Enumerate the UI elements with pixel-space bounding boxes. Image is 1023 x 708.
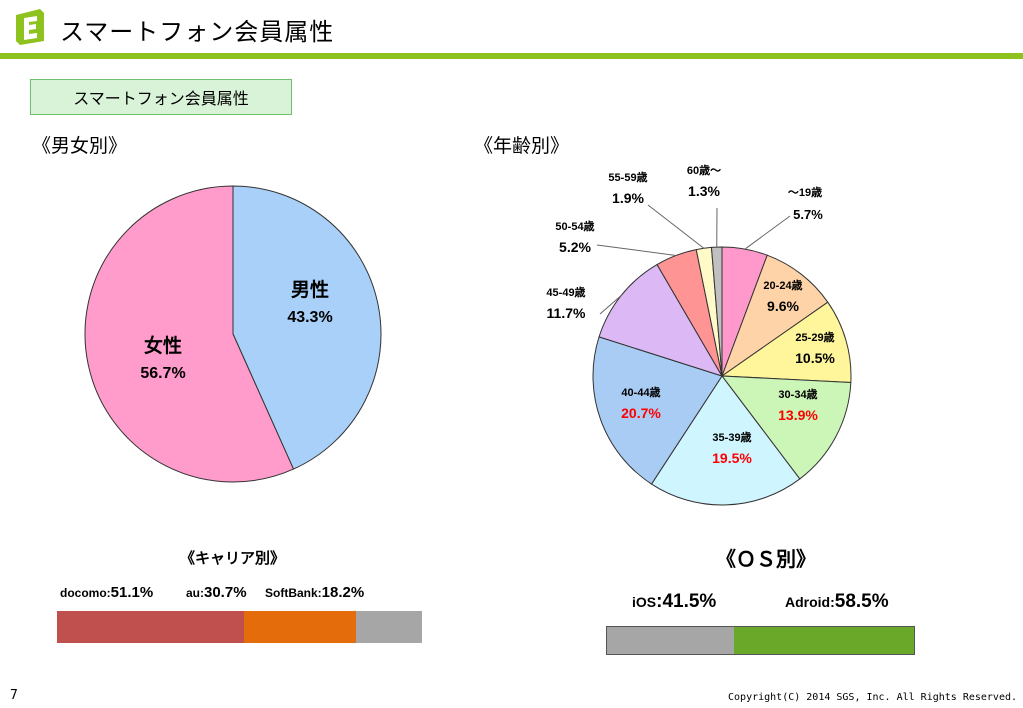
os-chart-title: 《ＯＳ別》 xyxy=(716,547,816,571)
slice-value: 10.5% xyxy=(795,350,835,366)
carrier-value: 18.2% xyxy=(321,584,365,601)
carrier-name: SoftBank: xyxy=(265,586,322,600)
header-divider xyxy=(0,53,1023,59)
slice-value: 56.7% xyxy=(140,365,185,382)
bar-segment xyxy=(607,627,735,654)
age-chart-title: 《年齢別》 xyxy=(474,135,570,157)
page-number: 7 xyxy=(10,688,18,703)
bar-segment xyxy=(355,611,422,643)
carrier-stacked-bar xyxy=(57,611,422,643)
carrier-softbank-stat: SoftBank:18.2% xyxy=(265,584,364,602)
os-ios-stat: iOS:41.5% xyxy=(632,591,716,613)
slice-value: 9.6% xyxy=(767,298,799,314)
pie-slice xyxy=(598,263,724,377)
pie-slice xyxy=(720,375,852,480)
bar-segment xyxy=(734,627,914,654)
slice-value: 11.7% xyxy=(547,305,586,321)
os-name: Adroid: xyxy=(785,594,835,610)
carrier-chart-title: 《キャリア別》 xyxy=(180,549,286,567)
slice-label: 45-49歳 xyxy=(546,285,585,299)
slice-value: 5.7% xyxy=(793,207,823,222)
carrier-name: docomo: xyxy=(60,586,111,600)
slice-label: 男性 xyxy=(291,278,329,301)
carrier-docomo-stat: docomo:51.1% xyxy=(60,584,153,602)
slice-label: 55-59歳 xyxy=(608,170,647,184)
slice-label: 35-39歳 xyxy=(712,430,751,444)
slice-value: 19.5% xyxy=(712,450,752,466)
carrier-value: 30.7% xyxy=(204,584,247,601)
company-logo xyxy=(16,9,44,45)
pie-slice xyxy=(592,336,723,485)
slice-label: 女性 xyxy=(144,334,182,357)
gender-chart-title: 《男女別》 xyxy=(32,135,128,157)
slice-value: 20.7% xyxy=(621,405,661,421)
os-stacked-bar xyxy=(606,626,915,655)
carrier-name: au: xyxy=(186,586,204,600)
slice-label: 60歳～ xyxy=(687,163,721,177)
page-title: スマートフォン会員属性 xyxy=(60,18,335,46)
leader-line xyxy=(599,294,622,315)
os-value: 58.5% xyxy=(834,591,889,612)
slice-value: 13.9% xyxy=(778,407,818,423)
pie-slice xyxy=(84,185,295,483)
section-label: スマートフォン会員属性 xyxy=(30,79,292,115)
pie-slice xyxy=(720,301,852,384)
os-value: :41.5% xyxy=(656,591,717,612)
slice-label: 40-44歳 xyxy=(621,385,660,399)
slice-value: 1.3% xyxy=(688,183,720,199)
leader-line xyxy=(596,244,677,256)
slice-label: 20-24歳 xyxy=(763,278,802,292)
pie-slice xyxy=(650,375,801,506)
os-name: iOS xyxy=(632,594,657,610)
slice-label: 30-34歳 xyxy=(778,387,817,401)
slice-value: 43.3% xyxy=(287,309,332,326)
carrier-au-stat: au:30.7% xyxy=(186,584,247,602)
pie-slice xyxy=(720,254,829,378)
bar-segment xyxy=(57,611,244,643)
carrier-value: 51.1% xyxy=(110,584,154,601)
slice-label: 50-54歳 xyxy=(555,219,594,233)
copyright-text: Copyright(C) 2014 SGS, Inc. All Rights R… xyxy=(728,692,1017,703)
leader-line xyxy=(744,215,791,250)
bar-segment xyxy=(243,611,356,643)
leader-line xyxy=(647,204,705,249)
slice-label: ～19歳 xyxy=(788,185,822,199)
os-android-stat: Adroid:58.5% xyxy=(785,591,889,613)
pie-slice xyxy=(232,185,382,470)
slice-value: 5.2% xyxy=(559,239,591,255)
slice-label: 25-29歳 xyxy=(795,330,834,344)
slice-value: 1.9% xyxy=(612,190,644,206)
